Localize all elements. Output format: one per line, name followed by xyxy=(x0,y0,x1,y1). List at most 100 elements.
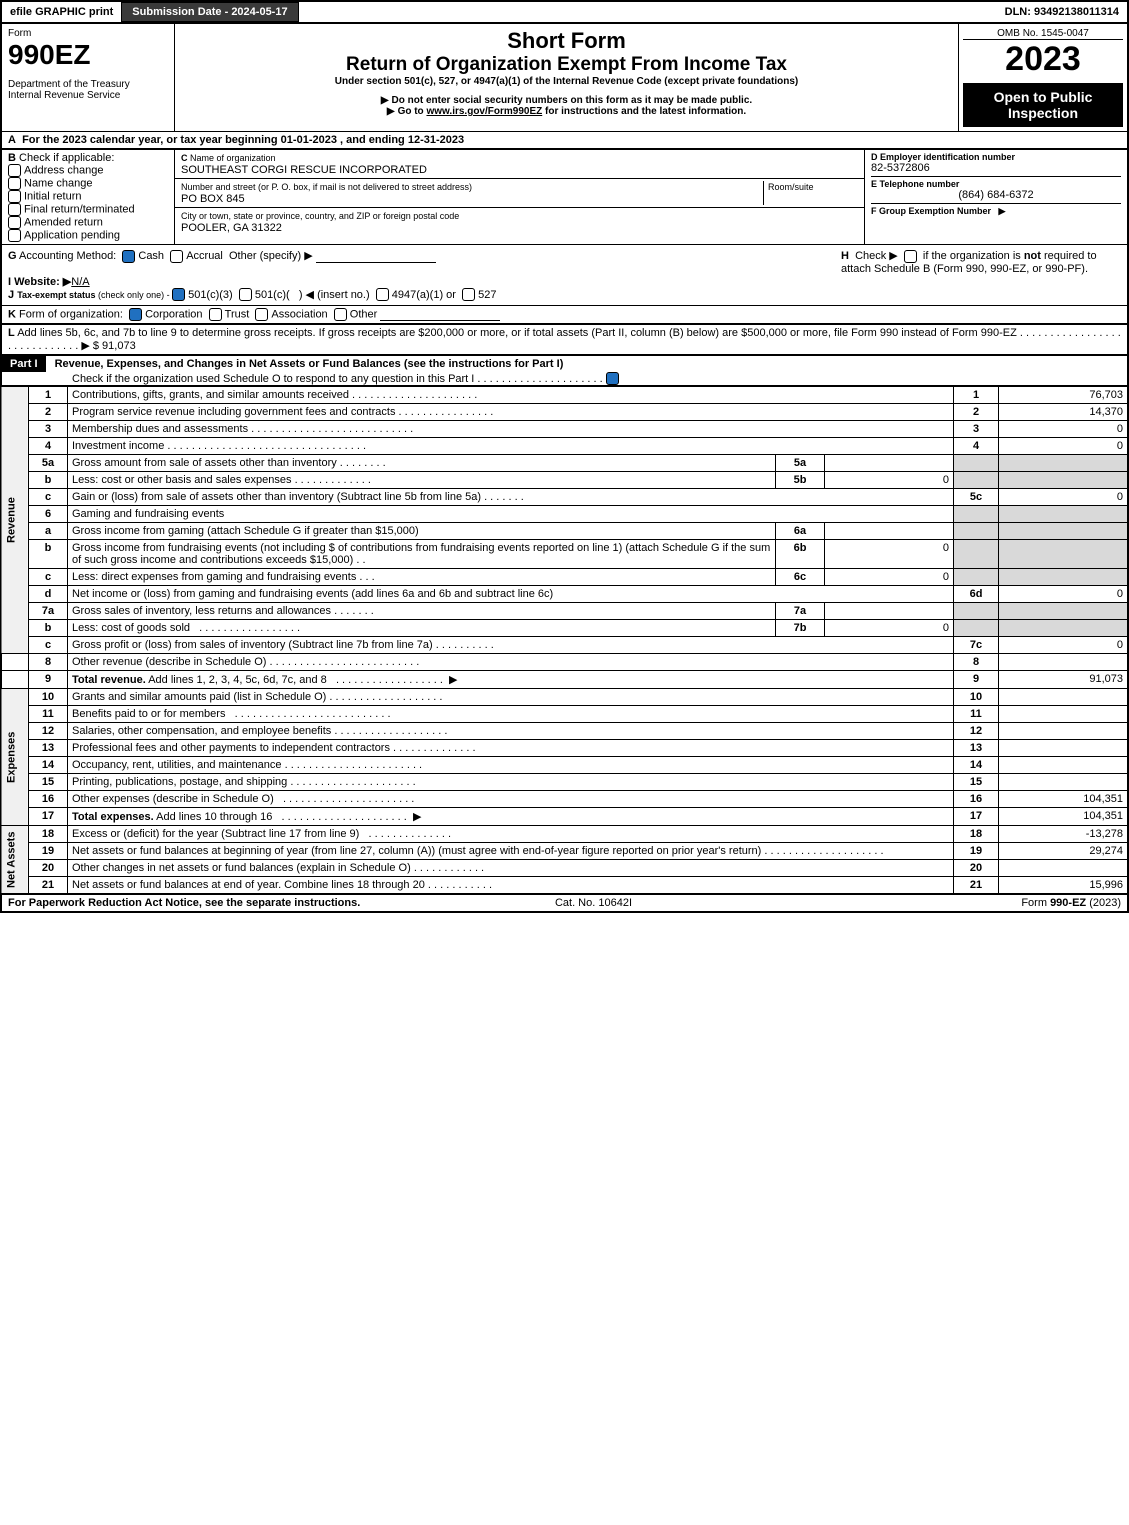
page-footer: For Paperwork Reduction Act Notice, see … xyxy=(0,894,1129,913)
line5b-miniamt: 0 xyxy=(825,472,954,489)
line17-amt: 104,351 xyxy=(999,808,1129,826)
line8-text: Other revenue (describe in Schedule O) xyxy=(72,656,266,668)
line19-text: Net assets or fund balances at beginning… xyxy=(72,845,761,857)
line7c-amt: 0 xyxy=(999,637,1129,654)
line21-text: Net assets or fund balances at end of ye… xyxy=(72,879,425,891)
line7a-miniamt xyxy=(825,603,954,620)
website-value: N/A xyxy=(71,276,89,288)
checkbox-schedule-o[interactable] xyxy=(606,372,619,385)
checkbox-pending[interactable] xyxy=(8,229,21,242)
checkbox-amended[interactable] xyxy=(8,216,21,229)
line19-amt: 29,274 xyxy=(999,843,1129,860)
line20-text: Other changes in net assets or fund bala… xyxy=(72,862,411,874)
other-specify-line[interactable] xyxy=(316,250,436,263)
line5a-miniamt xyxy=(825,455,954,472)
col-d-e-f: D Employer identification number 82-5372… xyxy=(865,149,1127,244)
irs-link[interactable]: www.irs.gov/Form990EZ xyxy=(426,106,542,117)
footer-right: Form 990-EZ (2023) xyxy=(1021,897,1121,909)
part-i-table: Revenue 1Contributions, gifts, grants, a… xyxy=(0,386,1129,894)
line6c-mini: 6c xyxy=(776,569,825,586)
checkbox-initial-return[interactable] xyxy=(8,190,21,203)
dln-label: DLN: 93492138011314 xyxy=(997,3,1127,21)
line18-amt: -13,278 xyxy=(999,826,1129,843)
line2-amt: 14,370 xyxy=(999,404,1129,421)
line10-text: Grants and similar amounts paid (list in… xyxy=(72,691,326,703)
checkbox-527[interactable] xyxy=(462,288,475,301)
checkbox-4947[interactable] xyxy=(376,288,389,301)
e-lbl: Telephone number xyxy=(880,179,960,189)
checkbox-trust[interactable] xyxy=(209,308,222,321)
short-form-title: Short Form xyxy=(179,28,954,54)
col-c: C Name of organization SOUTHEAST CORGI R… xyxy=(175,149,865,244)
l-amount: $ 91,073 xyxy=(93,340,136,352)
line6c-miniamt: 0 xyxy=(825,569,954,586)
line5c-amt: 0 xyxy=(999,489,1129,506)
line8-amt xyxy=(999,654,1129,671)
line21-code: 21 xyxy=(954,877,999,894)
line21-amt: 15,996 xyxy=(999,877,1129,894)
main-title: Return of Organization Exempt From Incom… xyxy=(179,54,954,76)
line18-code: 18 xyxy=(954,826,999,843)
checkbox-501c3[interactable] xyxy=(172,288,185,301)
checkbox-other-org[interactable] xyxy=(334,308,347,321)
line4-text: Investment income xyxy=(72,440,164,452)
submission-date-button[interactable]: Submission Date - 2024-05-17 xyxy=(121,2,298,22)
line5c-text: Gain or (loss) from sale of assets other… xyxy=(72,491,481,503)
line20-code: 20 xyxy=(954,860,999,877)
line7a-text: Gross sales of inventory, less returns a… xyxy=(72,605,331,617)
tax-year: 2023 xyxy=(963,40,1123,79)
line7b-text: Less: cost of goods sold xyxy=(72,622,190,634)
part-i-title: Revenue, Expenses, and Changes in Net As… xyxy=(49,356,570,372)
line7b-mini: 7b xyxy=(776,620,825,637)
line-a: A For the 2023 calendar year, or tax yea… xyxy=(0,131,1129,149)
g-cash: Cash xyxy=(138,250,164,262)
line1-text: Contributions, gifts, grants, and simila… xyxy=(72,389,349,401)
checkbox-final-return[interactable] xyxy=(8,203,21,216)
line18-text: Excess or (deficit) for the year (Subtra… xyxy=(72,828,359,840)
checkbox-501c[interactable] xyxy=(239,288,252,301)
other-org-line[interactable] xyxy=(380,308,500,321)
dept-label: Department of the Treasury Internal Reve… xyxy=(8,79,168,101)
org-name: SOUTHEAST CORGI RESCUE INCORPORATED xyxy=(181,164,427,176)
g-accrual: Accrual xyxy=(186,250,223,262)
opt-amended: Amended return xyxy=(24,216,103,228)
line7b-miniamt: 0 xyxy=(825,620,954,637)
part-i-bar: Part I xyxy=(2,356,46,372)
ein-value: 82-5372806 xyxy=(871,162,1121,174)
header-middle: Short Form Return of Organization Exempt… xyxy=(175,24,959,131)
line6a-text: Gross income from gaming (attach Schedul… xyxy=(72,525,419,537)
checkbox-accrual[interactable] xyxy=(170,250,183,263)
line6a-mini: 6a xyxy=(776,523,825,540)
line5a-text: Gross amount from sale of assets other t… xyxy=(72,457,337,469)
line7c-code: 7c xyxy=(954,637,999,654)
c-street-lbl: Number and street (or P. O. box, if mail… xyxy=(181,182,472,192)
checkbox-assoc[interactable] xyxy=(255,308,268,321)
line4-amt: 0 xyxy=(999,438,1129,455)
form-990ez-page: efile GRAPHIC print Submission Date - 20… xyxy=(0,0,1129,913)
line16-code: 16 xyxy=(954,791,999,808)
line13-text: Professional fees and other payments to … xyxy=(72,742,390,754)
checkbox-corp[interactable] xyxy=(129,308,142,321)
c-street-block: Number and street (or P. O. box, if mail… xyxy=(175,179,864,208)
line9-code: 9 xyxy=(954,671,999,689)
checkbox-address-change[interactable] xyxy=(8,164,21,177)
line4-code: 4 xyxy=(954,438,999,455)
line14-text: Occupancy, rent, utilities, and maintena… xyxy=(72,759,282,771)
checkbox-cash[interactable] xyxy=(122,250,135,263)
header-left: Form 990EZ Department of the Treasury In… xyxy=(2,24,175,131)
opt-initial: Initial return xyxy=(24,190,81,202)
efile-print-link[interactable]: efile GRAPHIC print xyxy=(2,3,121,21)
header-right: OMB No. 1545-0047 2023 Open to Public In… xyxy=(959,24,1127,131)
line14-code: 14 xyxy=(954,757,999,774)
checkbox-h[interactable] xyxy=(904,250,917,263)
line7c-text: Gross profit or (loss) from sales of inv… xyxy=(72,639,433,651)
line2-code: 2 xyxy=(954,404,999,421)
line12-text: Salaries, other compensation, and employ… xyxy=(72,725,331,737)
footer-mid: Cat. No. 10642I xyxy=(555,897,632,909)
line5b-text: Less: cost or other basis and sales expe… xyxy=(72,474,292,486)
b-label: Check if applicable: xyxy=(19,152,114,164)
l-text: Add lines 5b, 6c, and 7b to line 9 to de… xyxy=(17,327,1017,339)
opt-name: Name change xyxy=(24,177,93,189)
checkbox-name-change[interactable] xyxy=(8,177,21,190)
line6b-mini: 6b xyxy=(776,540,825,569)
